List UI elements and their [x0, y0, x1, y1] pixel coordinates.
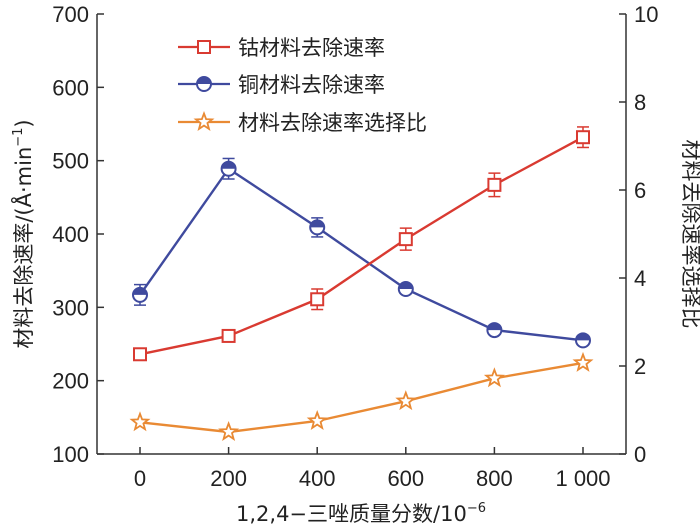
series	[129, 126, 594, 441]
series-line-copper	[139, 167, 584, 342]
y-right-tick-label: 8	[634, 90, 646, 115]
legend-square-marker	[197, 40, 211, 54]
y-right-tick-label: 0	[634, 442, 646, 467]
legend-label-ratio: 材料去除速率选择比	[238, 111, 427, 135]
y-left-tick-label: 100	[52, 442, 89, 467]
series-line-cobalt	[139, 136, 584, 356]
x-tick-label: 600	[387, 466, 424, 491]
data-point-cobalt	[398, 232, 413, 247]
series-ratio	[129, 351, 594, 441]
legend-item-cobalt: 钴材料去除速率	[178, 36, 385, 60]
y-axis-left-title-text: 材料去除速率/(Å·min	[10, 147, 36, 349]
x-axis-title: 1,2,4−三唑质量分数/10−6	[236, 501, 486, 526]
legend-label-copper: 铜材料去除速率	[238, 73, 385, 97]
series-line-ratio	[139, 361, 584, 434]
data-point-cobalt	[310, 292, 325, 307]
x-tick-label: 1 000	[555, 466, 610, 491]
data-point-cobalt	[576, 130, 590, 145]
x-axis-title-text: 1,2,4−三唑质量分数/10	[236, 502, 467, 526]
data-point-ratio	[129, 411, 151, 432]
data-point-ratio	[483, 367, 505, 388]
legend-label-cobalt: 钴材料去除速率	[238, 36, 385, 60]
y-right-tick-label: 4	[634, 266, 646, 291]
y-left-tick-label: 300	[52, 295, 89, 320]
x-axis-title-exponent: −6	[467, 501, 486, 516]
y-axis-right-title: 材料去除速率选择比	[679, 140, 700, 329]
y-right-tick-label: 10	[634, 2, 658, 27]
data-point-ratio	[218, 420, 240, 441]
data-point-cobalt	[221, 328, 236, 343]
legend-star-marker	[193, 110, 215, 131]
data-point-copper-half	[398, 282, 413, 289]
legend-item-copper: 铜材料去除速率	[178, 73, 385, 97]
y-axis-left-title-exponent: −1	[11, 128, 26, 147]
y-left-tick-label: 700	[52, 2, 89, 27]
data-point-copper-half	[576, 333, 591, 341]
x-tick-label: 200	[210, 466, 247, 491]
x-tick-label: 0	[134, 466, 146, 491]
x-tick-label: 800	[476, 466, 513, 491]
series-cobalt	[133, 126, 590, 362]
legend-circle-half	[197, 77, 211, 84]
series-copper	[132, 157, 591, 349]
data-point-ratio	[572, 351, 594, 372]
legend-item-ratio: 材料去除速率选择比	[178, 110, 427, 135]
y-left-tick-label: 400	[52, 222, 89, 247]
data-point-copper-half	[487, 323, 502, 331]
y-right-tick-label: 6	[634, 178, 646, 203]
y-right-tick-label: 2	[634, 354, 646, 379]
y-left-tick-label: 600	[52, 75, 89, 100]
legend: 钴材料去除速率 铜材料去除速率 材料去除速率选择比	[178, 36, 427, 135]
data-point-ratio	[395, 390, 417, 411]
y-left-tick-label: 500	[52, 149, 89, 174]
x-tick-label: 400	[299, 466, 336, 491]
data-point-copper-half	[310, 220, 325, 228]
data-point-cobalt	[133, 347, 147, 362]
data-point-copper-half	[221, 161, 236, 169]
data-point-cobalt	[487, 177, 502, 192]
data-point-ratio	[306, 409, 328, 430]
y-axis-left-title-close: )	[12, 119, 36, 127]
y-axis-left-title: 材料去除速率/(Å·min−1)	[10, 119, 36, 348]
data-point-copper-half	[133, 287, 147, 295]
y-left-tick-label: 200	[52, 369, 89, 394]
